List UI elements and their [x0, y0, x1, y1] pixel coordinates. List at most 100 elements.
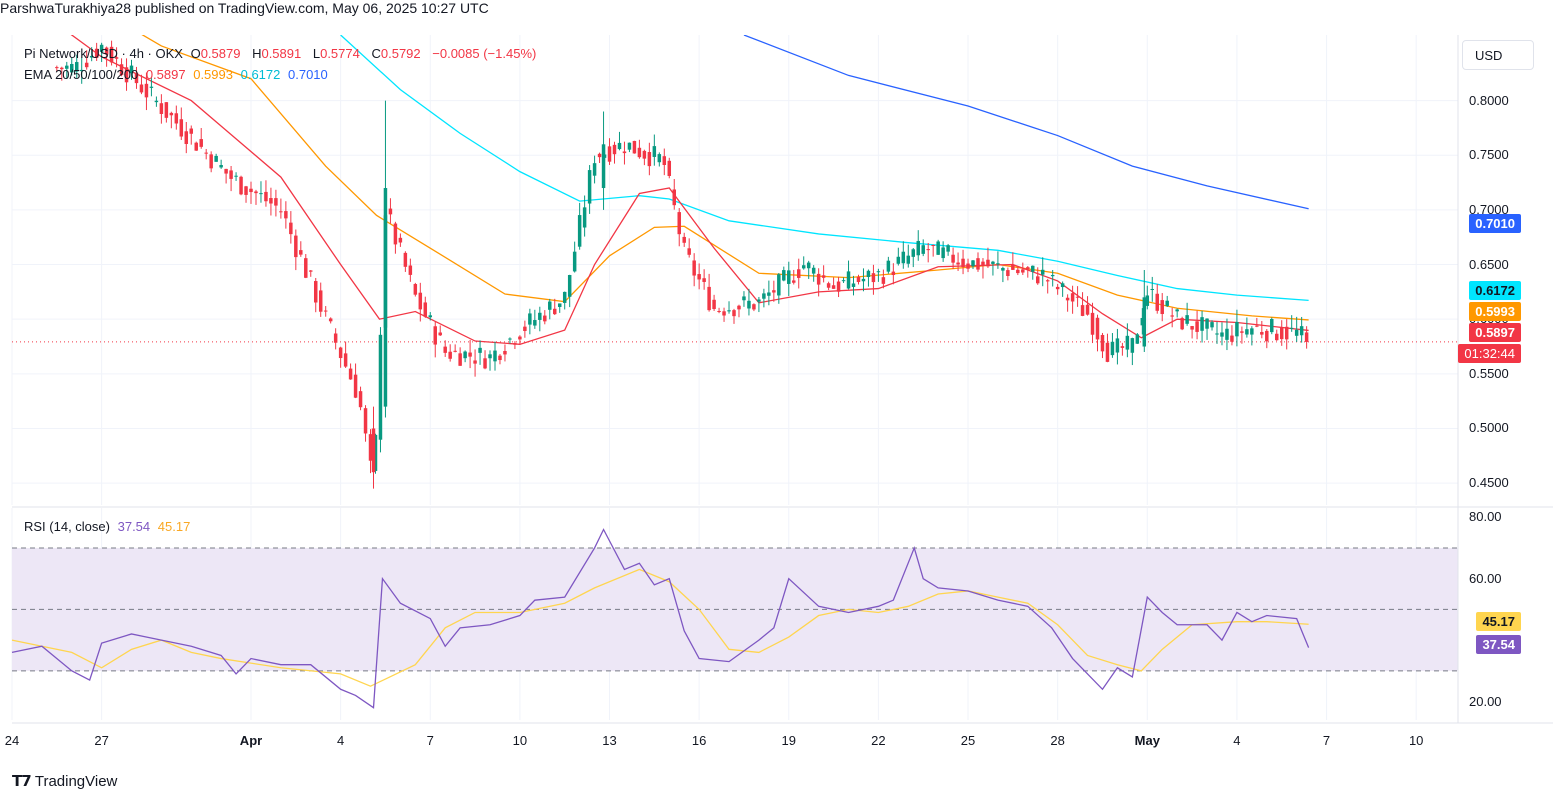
rsi-legend: RSI (14, close) 37.54 45.17 — [24, 519, 194, 534]
ema100-price-tag: 0.6172 — [1469, 281, 1521, 300]
candle-body — [304, 258, 308, 278]
candle-body — [981, 261, 985, 266]
candle-body — [767, 292, 771, 296]
candle-body — [1001, 267, 1005, 271]
candle-body — [174, 113, 179, 124]
candle-body — [991, 261, 995, 264]
candle-body — [901, 251, 906, 264]
candle-body — [194, 142, 198, 151]
symbol-label[interactable]: Pi Network/USD · 4h · OKX — [24, 46, 183, 61]
candle-body — [592, 163, 597, 176]
candle-body — [747, 300, 751, 309]
candle-body — [796, 269, 801, 278]
candle-body — [234, 175, 238, 177]
candle-body — [732, 310, 736, 317]
candle-body — [353, 374, 358, 398]
rsi-band-layer — [12, 547, 1458, 672]
candle-body — [821, 275, 826, 278]
candle-body — [70, 64, 74, 73]
candle-body — [911, 249, 916, 257]
rsi-ma-line — [11, 568, 1309, 687]
candle-body — [946, 245, 950, 252]
candle-body — [518, 336, 522, 340]
candle-body — [309, 270, 313, 272]
candle-body — [1294, 329, 1299, 336]
rsi-tick-label: 20.00 — [1469, 693, 1502, 709]
candle-body — [1299, 326, 1304, 336]
candle-body — [209, 154, 213, 169]
rsi-price-tag: 37.54 — [1476, 635, 1521, 654]
candle-body — [1036, 276, 1040, 284]
candle-body — [976, 258, 980, 270]
candle-body — [1125, 335, 1130, 350]
candle-body — [1185, 315, 1189, 324]
currency-selector[interactable]: USD — [1462, 40, 1534, 70]
low-label: L — [312, 46, 321, 61]
rsi-label[interactable]: RSI (14, close) — [24, 519, 110, 534]
close-value: 0.5792 — [380, 46, 421, 61]
candle-body — [1085, 304, 1090, 315]
candle-body — [154, 100, 159, 103]
time-tick-label: 7 — [1322, 733, 1331, 748]
ema-layer — [70, 35, 1309, 345]
candle-body — [214, 155, 218, 162]
candle-body — [398, 237, 403, 243]
candle-body — [886, 260, 891, 272]
candle-body — [229, 170, 233, 179]
candle-body — [1110, 341, 1115, 356]
candle-body — [483, 358, 487, 369]
candle-body — [1215, 333, 1219, 335]
candle-body — [1016, 269, 1020, 274]
candle-body — [1160, 300, 1164, 315]
candle-body — [996, 263, 1000, 265]
candle-body — [562, 291, 567, 303]
candle-body — [762, 293, 766, 299]
time-tick-label: 24 — [4, 733, 20, 748]
rsi-tick-label: 80.00 — [1469, 509, 1502, 525]
ema50-price-tag: 0.5993 — [1469, 302, 1521, 321]
time-tick-label: 10 — [1408, 733, 1424, 748]
ema200-line — [743, 35, 1309, 210]
candle-body — [1142, 297, 1147, 347]
candle-body — [333, 333, 338, 343]
rsi-ma-legend-value: 45.17 — [157, 519, 191, 534]
candle-body — [1275, 333, 1279, 341]
candle-body — [164, 102, 169, 118]
candle-body — [966, 263, 970, 269]
candle-body — [1006, 270, 1010, 276]
candle-body — [523, 326, 527, 331]
candle-body — [1210, 322, 1214, 328]
candle-body — [1279, 327, 1284, 340]
candle-body — [371, 428, 376, 473]
time-tick-label: 16 — [691, 733, 707, 748]
candle-body — [538, 312, 542, 320]
candle-body — [323, 310, 328, 312]
candle-body — [1140, 317, 1145, 326]
candle-body — [94, 48, 99, 58]
time-tick-label: 28 — [1050, 733, 1065, 748]
candle-body — [338, 347, 343, 359]
candle-body — [473, 360, 477, 364]
candle-body — [513, 343, 517, 345]
candle-body — [1115, 338, 1120, 353]
ema200-value: 0.7010 — [288, 67, 328, 82]
candle-body — [1135, 334, 1140, 344]
candle-body — [722, 311, 726, 316]
candle-body — [503, 350, 507, 355]
candle-body — [557, 303, 562, 307]
candle-body — [1195, 321, 1199, 332]
candle-body — [782, 270, 786, 281]
tradingview-logo[interactable]: 𝗧𝟳 TradingView — [12, 772, 117, 790]
rsi-tick-label: 60.00 — [1469, 570, 1502, 586]
ohlc-legend: Pi Network/USD · 4h · OKX O0.5879 H0.589… — [24, 46, 540, 61]
close-label: C — [371, 46, 381, 61]
ema-legend: EMA 20/50/100/200 0.5897 0.5993 0.6172 0… — [24, 67, 332, 82]
candle-body — [488, 354, 492, 359]
candle-body — [876, 271, 881, 273]
candle-body — [737, 305, 741, 310]
candle-body — [627, 142, 632, 150]
candle-body — [289, 222, 293, 235]
ema-label[interactable]: EMA 20/50/100/200 — [24, 67, 139, 82]
candle-body — [896, 256, 901, 264]
